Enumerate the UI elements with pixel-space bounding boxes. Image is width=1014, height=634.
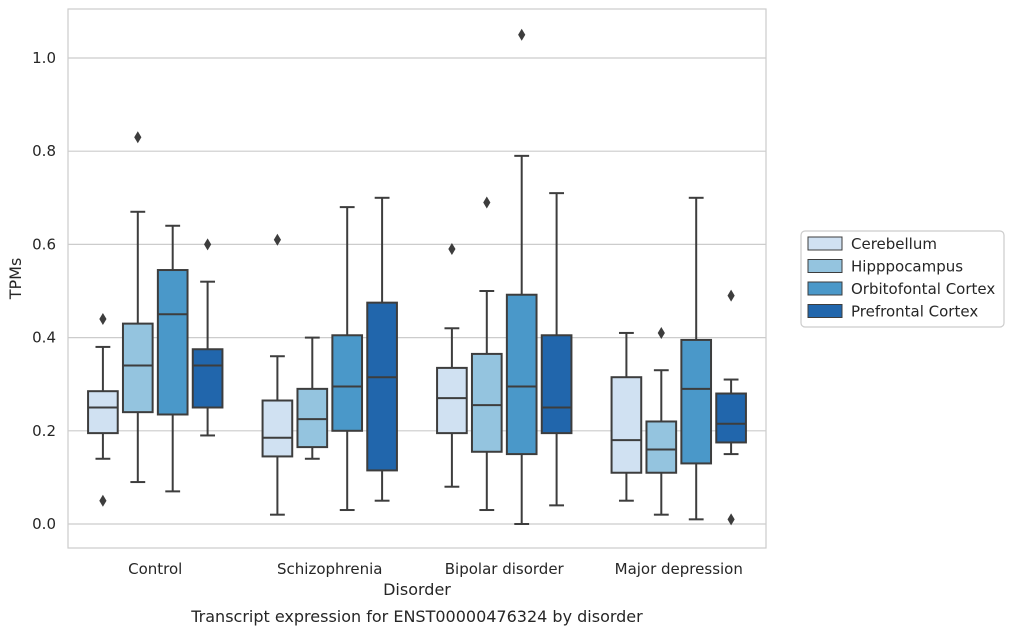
box-group (680, 196, 713, 521)
box (436, 366, 468, 435)
outlier-point (657, 326, 665, 339)
y-tick-label: 0.6 (32, 235, 56, 253)
x-tick-label: Major depression (615, 560, 743, 578)
legend-label: Prefrontal Cortex (851, 303, 978, 321)
y-tick-label: 1.0 (32, 49, 56, 67)
outlier-point (448, 243, 456, 256)
box (156, 269, 189, 416)
chart-caption: Transcript expression for ENST0000047632… (190, 607, 643, 626)
legend: Cerebellum Hipppocampus Orbitofontal Corte… (800, 230, 1005, 328)
y-axis-title: TPMs (6, 258, 25, 301)
box-group (191, 238, 224, 437)
box (87, 390, 119, 435)
box-group (156, 224, 189, 493)
outlier-point (204, 238, 212, 251)
legend-frame (800, 230, 1005, 328)
outlier-point (483, 196, 491, 209)
box (296, 387, 329, 449)
box-group (610, 331, 643, 502)
legend-swatch (807, 259, 843, 273)
box (610, 376, 643, 474)
x-tick-label: Control (128, 560, 182, 578)
box-groups (87, 28, 747, 526)
box (331, 334, 364, 432)
box (505, 293, 538, 456)
y-tick-label: 0.8 (32, 142, 56, 160)
box-group (436, 243, 468, 488)
box-group (470, 196, 503, 512)
box-group (296, 336, 329, 460)
box-group (715, 289, 747, 526)
outlier-point (273, 233, 281, 246)
box-group (366, 196, 398, 502)
outlier-point (727, 513, 735, 526)
box-group (87, 312, 119, 507)
box (645, 420, 678, 474)
legend-swatch (807, 236, 843, 251)
box (121, 322, 154, 414)
outlier-point (518, 28, 526, 41)
outlier-point (134, 131, 142, 144)
legend-label: Cerebellum (851, 235, 937, 253)
y-tick-label: 0.2 (32, 422, 56, 440)
box (715, 392, 747, 444)
box-group (645, 326, 678, 516)
x-tick-label: Bipolar disorder (445, 560, 565, 578)
box-group (505, 28, 538, 525)
legend-label: Orbitofontal Cortex (851, 280, 995, 298)
outlier-point (727, 289, 735, 302)
y-tick-label: 0.4 (32, 329, 56, 347)
box (191, 348, 224, 409)
y-axis-ticks: 0.0 0.2 0.4 0.6 0.8 1.0 (32, 49, 56, 533)
box (366, 301, 398, 472)
box (470, 352, 503, 453)
legend-label: Hipppocampus (851, 258, 963, 276)
box-group (121, 131, 154, 484)
plot-area (67, 8, 767, 549)
box (261, 399, 294, 458)
box (680, 338, 713, 465)
outlier-point (99, 312, 107, 325)
box-group (540, 192, 573, 507)
outlier-point (99, 494, 107, 507)
legend-swatch (807, 281, 843, 296)
y-tick-label: 0.0 (32, 515, 56, 533)
box (540, 334, 573, 435)
legend-swatch (807, 304, 843, 318)
box-group (261, 233, 294, 516)
x-axis-ticks: Control Schizophrenia Bipolar disorder Majo… (128, 560, 743, 578)
x-axis-title: Disorder (383, 580, 451, 599)
box-group (331, 206, 364, 512)
x-tick-label: Schizophrenia (277, 560, 382, 578)
